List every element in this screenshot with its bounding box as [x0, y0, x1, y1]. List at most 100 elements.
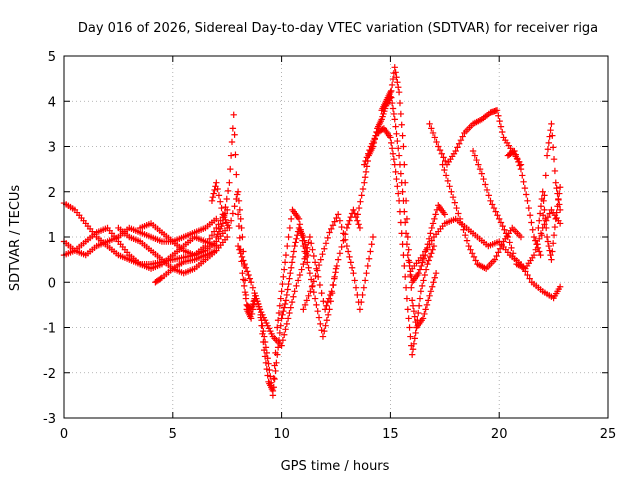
- data-point: [537, 203, 545, 210]
- data-point: [494, 212, 501, 219]
- data-point: [405, 257, 412, 264]
- data-point: [426, 253, 434, 261]
- data-point: [279, 336, 287, 344]
- data-point: [366, 146, 373, 154]
- data-point: [304, 259, 311, 266]
- data-point: [496, 245, 504, 252]
- data-point: [351, 277, 358, 284]
- data-point: [260, 338, 267, 346]
- data-point: [317, 320, 324, 328]
- series-track-l: [361, 125, 438, 358]
- data-point: [348, 264, 356, 271]
- data-point: [274, 324, 281, 331]
- data-point: [411, 313, 418, 320]
- data-point: [392, 168, 399, 176]
- data-point: [354, 211, 361, 218]
- data-point: [248, 310, 256, 318]
- data-point: [456, 215, 464, 223]
- data-point: [388, 81, 396, 89]
- data-point: [548, 256, 555, 263]
- data-point: [541, 206, 548, 214]
- y-tick-label: -2: [43, 367, 56, 382]
- data-point: [355, 221, 362, 228]
- data-point: [394, 79, 401, 86]
- data-point: [551, 223, 559, 231]
- data-point: [396, 161, 404, 168]
- y-tick-label: -3: [43, 412, 56, 427]
- data-point: [355, 204, 363, 212]
- data-point: [495, 249, 502, 256]
- data-point: [419, 251, 427, 259]
- data-point: [286, 309, 293, 317]
- data-point: [224, 233, 231, 241]
- data-point: [543, 152, 551, 159]
- data-point: [341, 236, 349, 243]
- data-point: [306, 233, 314, 241]
- data-point: [318, 289, 325, 297]
- data-point: [277, 322, 284, 329]
- data-point: [245, 271, 252, 279]
- data-point: [405, 315, 412, 322]
- series-track-s: [535, 184, 564, 263]
- data-point: [504, 233, 512, 241]
- data-point: [549, 248, 556, 255]
- data-point: [400, 143, 407, 150]
- y-tick-label: 2: [48, 186, 56, 201]
- data-point: [214, 185, 221, 193]
- data-point: [401, 208, 408, 215]
- data-point: [277, 295, 284, 302]
- data-point: [455, 210, 462, 217]
- data-point: [460, 226, 467, 233]
- data-point: [291, 288, 298, 295]
- data-point: [315, 314, 323, 321]
- data-point: [363, 154, 371, 161]
- data-point: [428, 237, 435, 244]
- data-point: [444, 177, 452, 185]
- data-point: [424, 260, 431, 268]
- data-point: [253, 295, 260, 302]
- data-points: [60, 64, 564, 399]
- data-point: [312, 272, 319, 280]
- data-point: [321, 327, 328, 335]
- data-point: [365, 150, 372, 157]
- data-point: [472, 257, 479, 264]
- data-point: [430, 279, 437, 286]
- data-point: [209, 193, 217, 201]
- data-point: [232, 151, 239, 158]
- data-point: [511, 147, 518, 155]
- data-point: [338, 223, 345, 231]
- series-track-f: [152, 247, 220, 286]
- data-point: [415, 270, 422, 277]
- data-point: [415, 309, 422, 317]
- data-point: [363, 270, 370, 277]
- data-point: [208, 231, 216, 239]
- data-point: [429, 246, 436, 253]
- data-point: [420, 255, 428, 262]
- data-point: [249, 284, 257, 291]
- data-point: [270, 374, 277, 382]
- data-point: [302, 250, 310, 257]
- data-point: [254, 300, 262, 308]
- data-point: [428, 224, 435, 232]
- data-point: [388, 94, 395, 101]
- data-point: [423, 301, 431, 309]
- data-point: [328, 288, 335, 295]
- data-point: [469, 250, 476, 257]
- data-point: [427, 230, 434, 237]
- data-point: [323, 302, 330, 309]
- data-point: [400, 197, 407, 204]
- data-point: [404, 233, 412, 241]
- data-point: [287, 304, 294, 311]
- data-point: [298, 231, 305, 239]
- data-point: [340, 230, 347, 237]
- data-point: [429, 129, 437, 137]
- data-point: [240, 257, 247, 264]
- data-point: [344, 248, 352, 255]
- data-point: [403, 295, 411, 302]
- data-point: [240, 282, 248, 290]
- data-point: [338, 243, 345, 251]
- data-point: [284, 286, 291, 293]
- data-point: [233, 171, 240, 178]
- data-point: [238, 224, 245, 232]
- data-point: [239, 233, 246, 241]
